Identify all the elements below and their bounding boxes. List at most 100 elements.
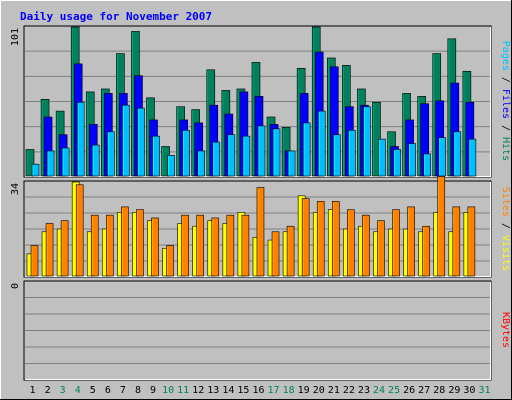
bar-sites-day-22 <box>347 209 355 277</box>
day-label-25: 25 <box>388 385 400 396</box>
bar-sites-day-7 <box>121 206 129 277</box>
bar-pages-day-27 <box>423 153 431 177</box>
bar-pages-day-30 <box>468 138 477 177</box>
day-label-31: 31 <box>478 385 490 396</box>
legend-entry-hits: Hits <box>500 137 511 161</box>
bar-sites-day-3 <box>60 220 69 277</box>
day-label-28: 28 <box>433 385 445 396</box>
legend-hits-files-pages: Pages / Files / Hits <box>500 41 511 161</box>
day-label-11: 11 <box>177 385 189 396</box>
day-label-5: 5 <box>90 385 96 396</box>
day-label-2: 2 <box>45 385 51 396</box>
bar-pages-day-10 <box>167 155 175 177</box>
bar-sites-day-17 <box>271 231 280 277</box>
day-label-7: 7 <box>120 385 126 396</box>
bar-pages-day-3 <box>61 147 70 177</box>
legend-entry-pages: Pages <box>500 41 511 71</box>
day-label-6: 6 <box>105 385 111 396</box>
bar-pages-day-14 <box>227 134 236 177</box>
day-label-3: 3 <box>60 385 66 396</box>
day-label-17: 17 <box>268 385 280 396</box>
day-label-4: 4 <box>75 385 81 396</box>
bar-sites-day-4 <box>75 184 84 277</box>
bar-sites-day-21 <box>331 201 340 277</box>
bar-pages-day-16 <box>257 125 266 177</box>
legend-separator: / <box>500 217 511 235</box>
bar-pages-day-18 <box>287 150 296 177</box>
bar-pages-day-5 <box>91 144 100 177</box>
bar-pages-day-1 <box>31 163 40 177</box>
bar-hits-day-1 <box>25 149 35 177</box>
bar-sites-day-6 <box>106 214 114 277</box>
bar-pages-day-24 <box>378 138 386 177</box>
bar-pages-day-2 <box>46 150 55 177</box>
legend-separator: / <box>500 119 511 137</box>
bar-pages-day-8 <box>137 107 145 177</box>
day-label-29: 29 <box>448 385 460 396</box>
bar-sites-day-28 <box>437 176 446 277</box>
day-label-18: 18 <box>283 385 295 396</box>
bar-sites-day-16 <box>256 187 265 277</box>
bar-sites-day-18 <box>286 225 295 277</box>
y-max-label-hits-files-pages: 101 <box>10 28 21 46</box>
bar-sites-day-10 <box>166 245 174 277</box>
bar-pages-day-13 <box>212 141 221 177</box>
legend-text-visits-sites: Sites / Visits <box>500 187 511 271</box>
bar-sites-day-23 <box>362 214 370 277</box>
bar-sites-day-30 <box>467 206 476 277</box>
bar-sites-day-2 <box>45 223 54 277</box>
day-label-13: 13 <box>207 385 219 396</box>
legend-text-kbytes: KBytes <box>500 312 511 348</box>
bar-sites-day-27 <box>422 225 430 277</box>
day-label-14: 14 <box>222 385 234 396</box>
day-label-8: 8 <box>135 385 141 396</box>
bar-sites-day-15 <box>241 214 250 277</box>
day-label-24: 24 <box>373 385 385 396</box>
bar-pages-day-29 <box>453 131 462 177</box>
day-label-20: 20 <box>313 385 325 396</box>
bar-pages-day-11 <box>182 129 190 177</box>
day-labels: 1 2 3 4 5 6 7 8 9 10 11 12 13 14 15 16 17 18 19 20 21 22 23 24 2… <box>30 385 491 396</box>
day-label-10: 10 <box>162 385 174 396</box>
bar-pages-day-9 <box>152 135 160 177</box>
bar-pages-day-21 <box>332 134 341 177</box>
day-label-16: 16 <box>252 385 264 396</box>
day-label-22: 22 <box>343 385 355 396</box>
bar-sites-day-8 <box>136 209 144 277</box>
bar-pages-day-4 <box>76 101 85 177</box>
bar-sites-day-5 <box>90 214 99 277</box>
bar-pages-day-28 <box>438 137 447 177</box>
bar-pages-day-20 <box>317 110 326 177</box>
panel-hits-files-pages: 101 Pages / Files / Hits <box>10 25 511 178</box>
day-label-21: 21 <box>328 385 340 396</box>
bar-pages-day-26 <box>408 143 416 177</box>
y-max-label-kbytes: 0 <box>10 283 21 289</box>
legend-separator: / <box>500 71 511 89</box>
bar-sites-day-26 <box>407 206 415 277</box>
bar-sites-day-9 <box>151 217 159 277</box>
day-label-1: 1 <box>30 385 36 396</box>
chart-panels: 101 Pages / Files / Hits 34 Sites / Visits 0… <box>10 25 511 381</box>
day-label-12: 12 <box>192 385 204 396</box>
bar-sites-day-1 <box>30 245 39 277</box>
day-label-23: 23 <box>358 385 370 396</box>
bar-sites-day-29 <box>452 206 461 277</box>
legend-kbytes: KBytes <box>500 312 511 348</box>
bar-sites-day-25 <box>392 209 400 277</box>
chart-title: Daily usage for November 2007 <box>20 10 212 23</box>
bar-pages-day-22 <box>348 129 356 177</box>
bar-sites-day-20 <box>316 201 325 277</box>
bar-pages-day-15 <box>242 135 251 177</box>
legend-entry-sites: Sites <box>500 187 511 217</box>
bar-pages-day-23 <box>363 106 371 177</box>
y-max-label-visits-sites: 34 <box>10 183 21 195</box>
bar-pages-day-7 <box>122 104 130 177</box>
panel-kbytes: 0 KBytes <box>10 280 511 381</box>
day-label-26: 26 <box>403 385 415 396</box>
day-label-9: 9 <box>150 385 156 396</box>
day-label-30: 30 <box>463 385 475 396</box>
bar-sites-day-24 <box>377 220 385 277</box>
bar-sites-day-13 <box>211 217 220 277</box>
